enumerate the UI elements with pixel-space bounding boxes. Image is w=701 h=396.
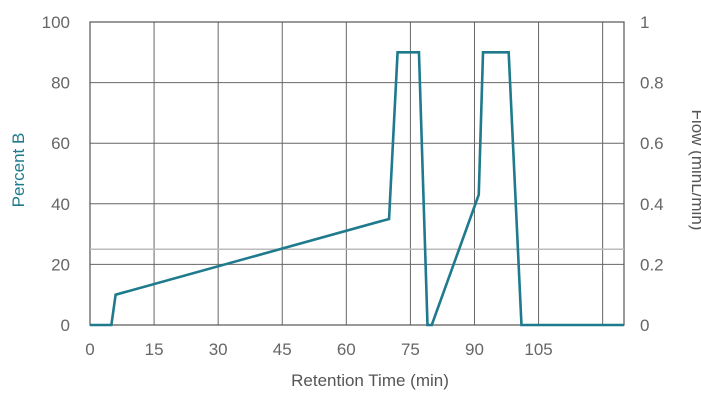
y-tick-label-right: 0.2 bbox=[640, 255, 664, 274]
x-tick-label: 90 bbox=[465, 340, 484, 359]
percent-b-series bbox=[90, 50, 624, 327]
x-tick-label: 105 bbox=[524, 340, 552, 359]
y-tick-label-right: 0 bbox=[640, 316, 649, 335]
y-tick-label-left: 20 bbox=[51, 255, 70, 274]
x-axis-title: Retention Time (min) bbox=[291, 371, 449, 390]
tick-labels: 0 15 30 45 60 75 90 105 0 20 40 60 80 100 0 0.2 0.4 0.6 0.… bbox=[42, 13, 664, 359]
y-tick-label-left: 100 bbox=[42, 13, 70, 32]
y-tick-label-right: 0.4 bbox=[640, 195, 664, 214]
x-tick-label: 75 bbox=[401, 340, 420, 359]
y-tick-label-right: 0.6 bbox=[640, 134, 664, 153]
x-tick-label: 30 bbox=[209, 340, 228, 359]
x-tick-label: 45 bbox=[273, 340, 292, 359]
y-axis-left-title: Percent B bbox=[9, 133, 28, 208]
y-tick-label-left: 60 bbox=[51, 134, 70, 153]
y-tick-label-left: 80 bbox=[51, 74, 70, 93]
y-tick-label-right: 0.8 bbox=[640, 74, 664, 93]
x-tick-label: 0 bbox=[85, 340, 94, 359]
y-tick-label-right: 1 bbox=[640, 13, 649, 32]
y-axis-right-title: Flow (minL/min) bbox=[688, 110, 701, 231]
percent-b-line bbox=[90, 50, 624, 327]
y-tick-label-left: 40 bbox=[51, 195, 70, 214]
x-tick-label: 15 bbox=[145, 340, 164, 359]
plot-frame bbox=[89, 21, 625, 326]
x-tick-label: 60 bbox=[337, 340, 356, 359]
y-tick-label-left: 0 bbox=[61, 316, 70, 335]
